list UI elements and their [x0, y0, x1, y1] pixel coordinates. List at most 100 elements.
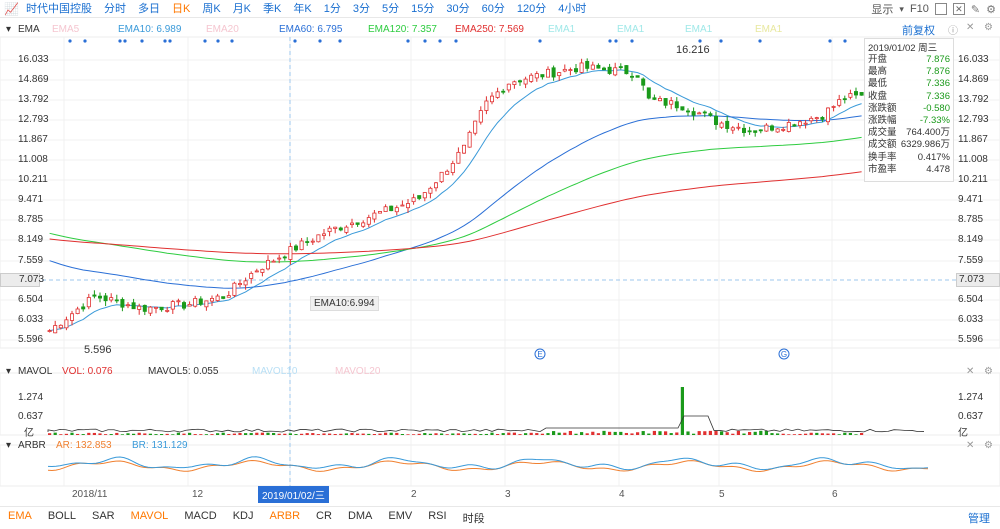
indicator-sar[interactable]: SAR — [91, 510, 115, 522]
mavol-collapse-icon[interactable]: ▾ — [6, 366, 12, 377]
tab-4hour[interactable]: 4小时 — [558, 2, 587, 15]
indicator-cr[interactable]: CR — [316, 510, 332, 522]
tab-3min[interactable]: 3分 — [352, 2, 370, 15]
candle-body — [730, 127, 735, 131]
tab-fenshi[interactable]: 分时 — [104, 2, 126, 15]
volume-bar — [792, 434, 796, 435]
tab-rik[interactable]: 日K — [172, 2, 191, 15]
f10-button[interactable]: F10 — [909, 3, 929, 15]
volume-bar — [451, 433, 455, 435]
close-mavol-icon[interactable]: ✕ — [966, 366, 975, 377]
candle-body — [719, 122, 724, 128]
tab-1min[interactable]: 1分 — [323, 2, 341, 15]
info-row: 市盈率 4.478 — [868, 164, 950, 176]
info-row-value: 7.336 — [926, 78, 950, 90]
tab-niank[interactable]: 年K — [293, 2, 312, 15]
mavol-settings-icon[interactable]: ⚙ — [984, 366, 993, 377]
volume-bar — [546, 433, 550, 435]
indicator-emv[interactable]: EMV — [388, 510, 413, 522]
tab-yuek[interactable]: 月K — [232, 2, 252, 15]
toolbar-right: 显示 ▾ F10 ✕ ✎ ⚙ — [871, 0, 996, 18]
mavol-tick-right-1: 1.274 — [958, 392, 984, 403]
volume-bar — [574, 433, 578, 435]
signal-dot — [454, 39, 458, 43]
volume-bar — [484, 433, 488, 435]
signal-dot — [140, 39, 144, 43]
tab-30min[interactable]: 30分 — [446, 2, 470, 15]
stock-name[interactable]: 时代中国控股 — [26, 2, 92, 15]
indicator-时段[interactable]: 时段 — [462, 513, 485, 525]
tab-zhouk[interactable]: 周K — [202, 2, 221, 15]
show-dropdown[interactable]: 显示 — [871, 4, 894, 16]
price-tick: 5.596 — [958, 334, 984, 345]
candle-body — [433, 182, 438, 189]
arbr-collapse-icon[interactable]: ▾ — [6, 440, 12, 451]
volume-bar — [104, 434, 108, 435]
restore-adjust-button[interactable]: 前复权 — [902, 25, 935, 37]
candle-body — [652, 97, 657, 100]
volume-bar — [115, 432, 119, 435]
candle-body — [641, 78, 646, 86]
indicator-rsi[interactable]: RSI — [428, 510, 447, 522]
mavol5-line — [47, 415, 925, 433]
volume-bar — [479, 434, 483, 435]
indicator-arbr[interactable]: ARBR — [269, 510, 301, 522]
arbr-legend-item: AR: 132.853 — [56, 440, 112, 451]
tab-duori[interactable]: 多日 — [138, 2, 160, 15]
indicator-ema[interactable]: EMA — [8, 510, 32, 522]
close-panel-icon[interactable]: ✕ — [966, 22, 975, 33]
settings-icon[interactable]: ⚙ — [986, 3, 996, 16]
price-tick: 9.471 — [958, 194, 984, 205]
candle-body — [786, 122, 791, 132]
volume-bar — [736, 430, 740, 435]
volume-bar — [87, 432, 91, 435]
signal-dot — [230, 39, 234, 43]
indicator-mavol[interactable]: MAVOL — [130, 510, 169, 522]
ema250-line — [49, 171, 862, 255]
ema-legend-item: EMA20 — [206, 24, 239, 35]
candle-body — [249, 272, 254, 279]
indicator-macd[interactable]: MACD — [184, 510, 217, 522]
window-icon[interactable] — [934, 3, 947, 15]
close-icon[interactable]: ✕ — [952, 3, 965, 15]
candle-body — [837, 99, 842, 106]
candle-body — [277, 257, 282, 260]
tab-60min[interactable]: 60分 — [481, 2, 505, 15]
info-icon[interactable]: ⓘ — [948, 26, 958, 37]
candle-body — [126, 304, 131, 307]
volume-bar — [468, 433, 472, 435]
tab-120min[interactable]: 120分 — [516, 2, 547, 15]
tab-jik[interactable]: 季K — [263, 2, 282, 15]
arbr-settings-icon[interactable]: ⚙ — [984, 440, 993, 451]
volume-bar — [714, 431, 718, 435]
volume-bar — [540, 433, 544, 435]
price-tick: 14.869 — [18, 74, 49, 85]
volume-bar — [764, 430, 768, 435]
info-row-label: 开盘 — [868, 54, 888, 65]
volume-bar — [350, 432, 354, 435]
candle-body — [602, 67, 607, 71]
candle-body — [333, 226, 338, 229]
candle-body — [523, 78, 528, 85]
info-row: 成交额 6329.986万 — [868, 139, 950, 151]
close-arbr-icon[interactable]: ✕ — [966, 440, 975, 451]
price-tick: 16.033 — [18, 54, 49, 65]
tab-15min[interactable]: 15分 — [411, 2, 435, 15]
indicator-boll[interactable]: BOLL — [47, 510, 76, 522]
tab-5min[interactable]: 5分 — [381, 2, 400, 15]
main-panel-collapse-icon[interactable]: ▾ — [6, 24, 12, 35]
volume-bar — [445, 434, 449, 435]
indicator-kdj[interactable]: KDJ — [232, 510, 254, 522]
volume-bar — [305, 433, 309, 435]
draw-icon[interactable]: ✎ — [970, 3, 981, 16]
candlesticks — [47, 58, 864, 334]
signal-dot — [293, 39, 297, 43]
signal-dot — [203, 39, 207, 43]
manage-button[interactable]: 管理 — [968, 513, 990, 525]
volume-bar — [658, 431, 662, 435]
settings-icon[interactable]: ⚙ — [984, 22, 993, 33]
signal-dot — [163, 39, 167, 43]
indicator-dma[interactable]: DMA — [347, 510, 373, 522]
volume-bar — [854, 434, 858, 435]
